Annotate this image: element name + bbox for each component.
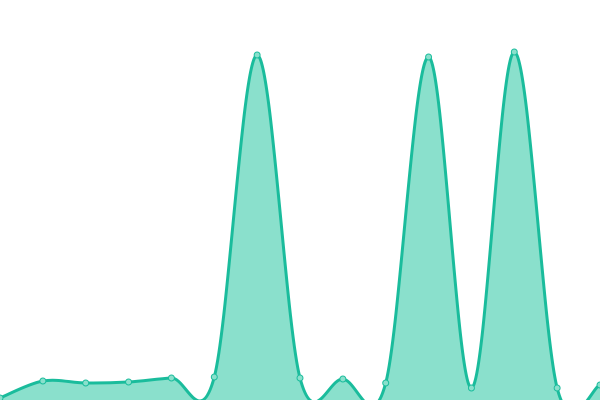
data-point-2: [82, 379, 90, 387]
data-point-1: [39, 377, 47, 385]
data-point-8: [339, 375, 347, 383]
data-point-10: [425, 53, 433, 61]
data-point-7: [296, 374, 304, 382]
data-point-11: [467, 384, 475, 392]
area-fill: [0, 52, 600, 400]
data-point-14: [596, 381, 600, 389]
data-point-13: [553, 384, 561, 392]
data-markers: [0, 48, 600, 400]
data-point-4: [167, 374, 175, 382]
data-point-9: [382, 379, 390, 387]
data-point-6: [253, 51, 261, 59]
data-point-5: [210, 373, 218, 381]
data-point-12: [510, 48, 518, 56]
data-point-3: [125, 378, 133, 386]
data-point-0: [0, 394, 4, 400]
